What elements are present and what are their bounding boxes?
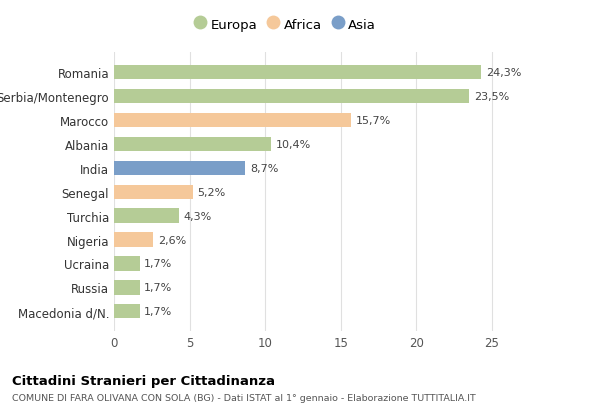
- Bar: [114, 209, 179, 223]
- Text: 8,7%: 8,7%: [250, 163, 278, 173]
- Bar: [114, 185, 193, 199]
- Text: 15,7%: 15,7%: [356, 116, 391, 126]
- Bar: [114, 90, 469, 104]
- Text: 10,4%: 10,4%: [275, 139, 311, 150]
- Text: 1,7%: 1,7%: [144, 283, 172, 292]
- Text: 4,3%: 4,3%: [184, 211, 212, 221]
- Text: COMUNE DI FARA OLIVANA CON SOLA (BG) - Dati ISTAT al 1° gennaio - Elaborazione T: COMUNE DI FARA OLIVANA CON SOLA (BG) - D…: [12, 393, 476, 402]
- Bar: [114, 233, 153, 247]
- Text: 24,3%: 24,3%: [486, 68, 521, 78]
- Bar: [114, 256, 140, 271]
- Text: 23,5%: 23,5%: [473, 92, 509, 102]
- Text: 2,6%: 2,6%: [158, 235, 186, 245]
- Text: Cittadini Stranieri per Cittadinanza: Cittadini Stranieri per Cittadinanza: [12, 374, 275, 387]
- Bar: [114, 281, 140, 295]
- Text: 1,7%: 1,7%: [144, 306, 172, 317]
- Bar: [114, 304, 140, 319]
- Legend: Europa, Africa, Asia: Europa, Africa, Asia: [194, 18, 376, 31]
- Bar: [114, 66, 481, 80]
- Bar: [114, 161, 245, 175]
- Bar: [114, 137, 271, 152]
- Text: 5,2%: 5,2%: [197, 187, 226, 197]
- Text: 1,7%: 1,7%: [144, 259, 172, 269]
- Bar: [114, 114, 351, 128]
